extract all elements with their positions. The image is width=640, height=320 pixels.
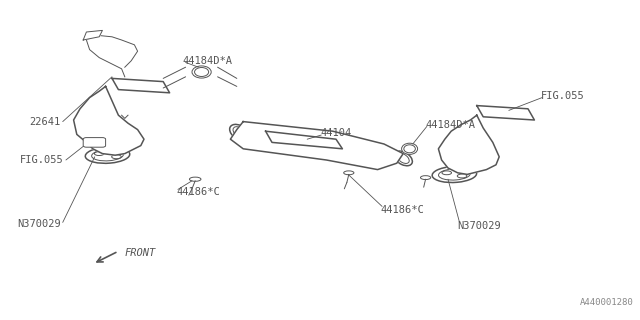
Polygon shape <box>477 106 534 120</box>
Ellipse shape <box>192 66 211 78</box>
Text: 44184D*A: 44184D*A <box>426 120 476 130</box>
Text: FIG.055: FIG.055 <box>541 91 584 101</box>
Ellipse shape <box>432 166 477 182</box>
Text: A440001280: A440001280 <box>580 298 634 307</box>
Polygon shape <box>83 30 102 40</box>
Text: FRONT: FRONT <box>125 248 156 258</box>
Polygon shape <box>112 78 170 93</box>
Polygon shape <box>438 115 499 174</box>
Text: N370029: N370029 <box>17 219 61 229</box>
FancyBboxPatch shape <box>83 138 106 147</box>
Ellipse shape <box>189 177 201 181</box>
Text: 44186*C: 44186*C <box>381 204 424 215</box>
Text: 22641: 22641 <box>29 116 61 127</box>
Text: 44184D*A: 44184D*A <box>182 56 232 66</box>
Ellipse shape <box>230 124 250 141</box>
Text: FIG.055: FIG.055 <box>20 155 64 165</box>
Text: N370029: N370029 <box>458 220 501 231</box>
Ellipse shape <box>85 147 130 163</box>
Ellipse shape <box>420 176 431 180</box>
Polygon shape <box>230 122 403 170</box>
Ellipse shape <box>394 151 412 166</box>
Text: 44104: 44104 <box>320 128 351 138</box>
Polygon shape <box>74 86 144 155</box>
Ellipse shape <box>344 171 354 175</box>
Polygon shape <box>266 131 342 149</box>
Ellipse shape <box>402 143 418 155</box>
Text: 44186*C: 44186*C <box>176 187 220 197</box>
